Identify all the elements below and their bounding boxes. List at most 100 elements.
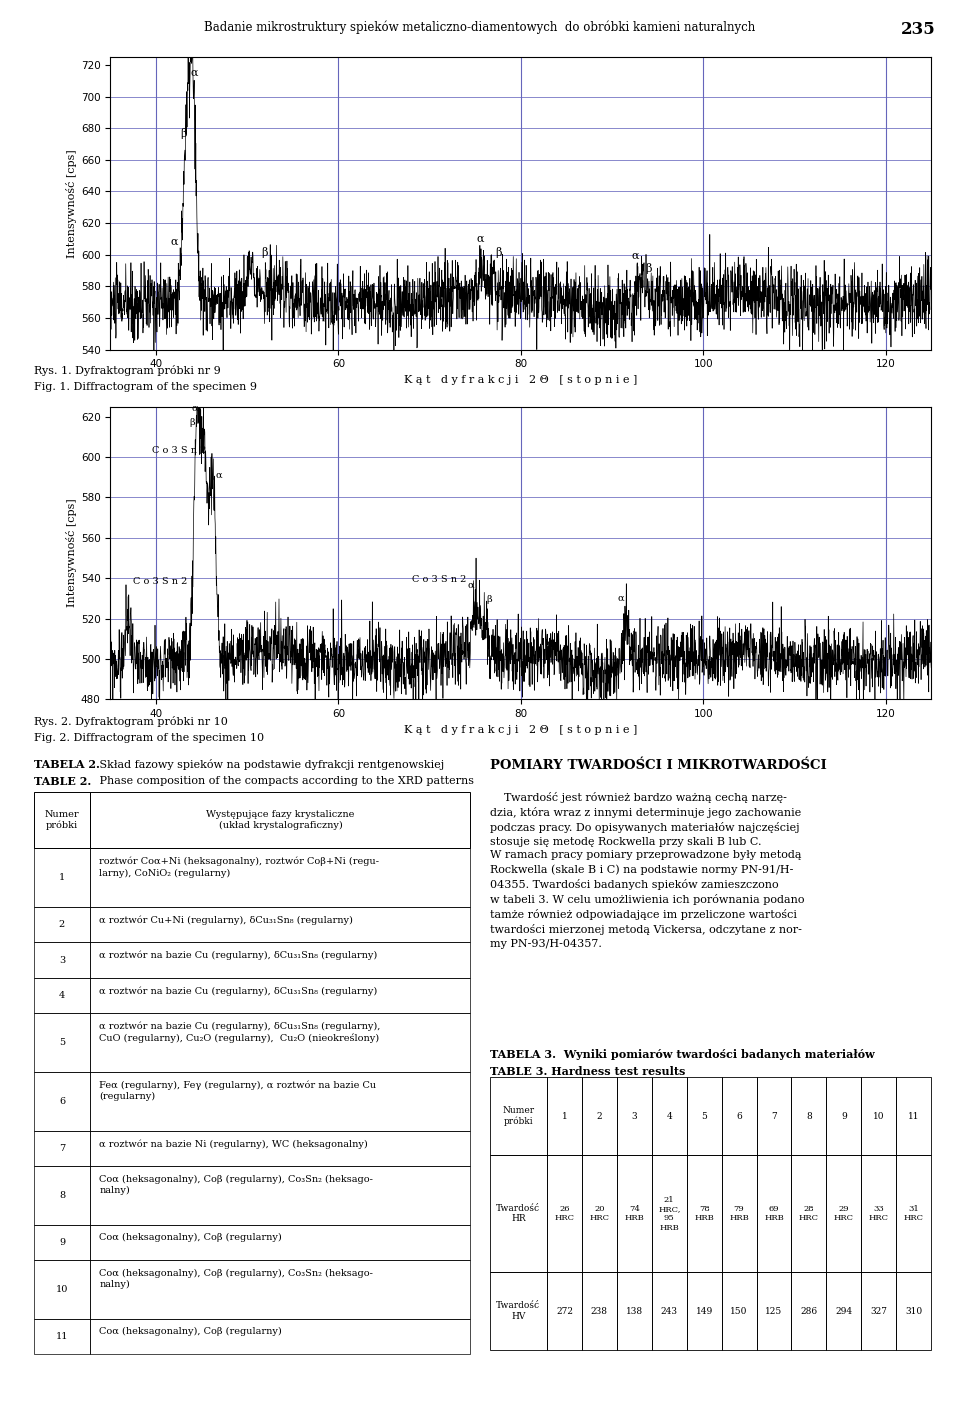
Text: C o 3 S n 2: C o 3 S n 2	[412, 575, 466, 584]
Text: α roztwór na bazie Ni (regularny), WC (heksagonalny): α roztwór na bazie Ni (regularny), WC (h…	[99, 1139, 368, 1149]
Text: 69
HRB: 69 HRB	[764, 1206, 784, 1223]
Text: 235: 235	[901, 20, 936, 37]
Text: TABELA 2.: TABELA 2.	[34, 759, 100, 771]
Bar	[617, 1273, 652, 1350]
Text: 20
HRC: 20 HRC	[589, 1206, 610, 1223]
Text: 3: 3	[59, 956, 65, 965]
Text: α roztwór Cu+Ni (regularny), δCu₃₁Sn₈ (regularny): α roztwór Cu+Ni (regularny), δCu₃₁Sn₈ (r…	[99, 915, 353, 925]
Text: 5: 5	[59, 1039, 65, 1047]
Bar	[90, 848, 470, 908]
Y-axis label: Intensywność [cps]: Intensywność [cps]	[65, 498, 77, 608]
Text: Feα (regularny), Feγ (regularny), α roztwór na bazie Cu
(regularny): Feα (regularny), Feγ (regularny), α rozt…	[99, 1080, 376, 1102]
Text: 10: 10	[873, 1112, 884, 1120]
Text: TABELA 3.: TABELA 3.	[490, 1049, 556, 1060]
Text: 272: 272	[556, 1307, 573, 1316]
Text: Wyniki pomiarów twardości badanych materiałów: Wyniki pomiarów twardości badanych mater…	[560, 1049, 875, 1060]
Bar	[90, 1260, 470, 1319]
Text: 243: 243	[660, 1307, 678, 1316]
Text: β: β	[261, 247, 268, 258]
Text: 4: 4	[666, 1112, 672, 1120]
Bar	[34, 1013, 90, 1072]
Text: Coα (heksagonalny), Coβ (regularny): Coα (heksagonalny), Coβ (regularny)	[99, 1327, 282, 1337]
Bar	[90, 908, 470, 942]
Text: β: β	[180, 128, 186, 140]
Bar	[34, 908, 90, 942]
Bar	[90, 792, 470, 848]
Bar	[791, 1156, 827, 1273]
Text: 3: 3	[632, 1112, 637, 1120]
Text: Badanie mikrostruktury spieków metaliczno-diamentowych  do obróbki kamieni natur: Badanie mikrostruktury spieków metaliczn…	[204, 20, 756, 34]
Text: α roztwór na bazie Cu (regularny), δCu₃₁Sn₈ (regularny): α roztwór na bazie Cu (regularny), δCu₃₁…	[99, 950, 377, 960]
Text: 310: 310	[905, 1307, 923, 1316]
Bar	[686, 1273, 722, 1350]
Bar	[756, 1273, 791, 1350]
Bar	[90, 1224, 470, 1260]
Text: 1: 1	[59, 873, 65, 882]
Bar	[582, 1273, 617, 1350]
Text: 26
HRC: 26 HRC	[555, 1206, 574, 1223]
Text: Fig. 2. Diffractogram of the specimen 10: Fig. 2. Diffractogram of the specimen 10	[34, 733, 264, 743]
Text: 125: 125	[765, 1307, 782, 1316]
Bar	[490, 1273, 547, 1350]
Text: 78
HRB: 78 HRB	[694, 1206, 714, 1223]
Bar	[756, 1077, 791, 1156]
Bar	[652, 1077, 686, 1156]
Bar	[582, 1156, 617, 1273]
Text: 149: 149	[696, 1307, 713, 1316]
Text: Rys. 1. Dyfraktogram próbki nr 9: Rys. 1. Dyfraktogram próbki nr 9	[34, 365, 221, 377]
Text: 6: 6	[59, 1097, 65, 1106]
Text: α: α	[468, 581, 474, 591]
Text: 8: 8	[59, 1192, 65, 1200]
Text: 286: 286	[801, 1307, 818, 1316]
Text: 33
HRC: 33 HRC	[869, 1206, 889, 1223]
Text: α roztwór na bazie Cu (regularny), δCu₃₁Sn₈ (regularny),
CuO (regularny), Cu₂O (: α roztwór na bazie Cu (regularny), δCu₃₁…	[99, 1022, 380, 1043]
Bar	[861, 1156, 897, 1273]
Text: α: α	[171, 237, 178, 247]
Text: Skład fazowy spieków na podstawie dyfrakcji rentgenowskiej: Skład fazowy spieków na podstawie dyfrak…	[96, 759, 444, 771]
Text: 7: 7	[771, 1112, 777, 1120]
Text: 327: 327	[871, 1307, 887, 1316]
Text: α: α	[192, 404, 199, 412]
Bar	[686, 1156, 722, 1273]
Bar	[547, 1273, 582, 1350]
Text: Rys. 2. Dyfraktogram próbki nr 10: Rys. 2. Dyfraktogram próbki nr 10	[34, 716, 228, 728]
Text: 11: 11	[908, 1112, 920, 1120]
Text: TABLE 3. Hardness test results: TABLE 3. Hardness test results	[490, 1066, 685, 1077]
Bar	[90, 1319, 470, 1354]
Text: Numer
próbki: Numer próbki	[45, 811, 80, 831]
Bar	[617, 1077, 652, 1156]
Bar	[582, 1077, 617, 1156]
Text: 2: 2	[596, 1112, 602, 1120]
Bar	[34, 977, 90, 1013]
Text: 28
HRC: 28 HRC	[799, 1206, 819, 1223]
Bar	[490, 1077, 547, 1156]
Text: 294: 294	[835, 1307, 852, 1316]
Bar	[90, 1166, 470, 1224]
Bar	[34, 1319, 90, 1354]
Text: 31
HRC: 31 HRC	[903, 1206, 924, 1223]
X-axis label: K ą t   d y f r a k c j i   2 Θ   [ s t o p n i e ]: K ą t d y f r a k c j i 2 Θ [ s t o p n …	[404, 725, 637, 735]
Text: β: β	[486, 595, 492, 605]
Bar	[897, 1273, 931, 1350]
Text: Coα (heksagonalny), Coβ (regularny): Coα (heksagonalny), Coβ (regularny)	[99, 1233, 282, 1243]
Text: 150: 150	[731, 1307, 748, 1316]
Text: 8: 8	[806, 1112, 812, 1120]
Bar	[34, 848, 90, 908]
Bar	[90, 1072, 470, 1130]
Text: α: α	[215, 471, 222, 479]
Text: Coα (heksagonalny), Coβ (regularny), Co₃Sn₂ (heksago-
nalny): Coα (heksagonalny), Coβ (regularny), Co₃…	[99, 1174, 373, 1194]
Y-axis label: Intensywność [cps]: Intensywność [cps]	[65, 148, 77, 258]
Bar	[34, 1166, 90, 1224]
Bar	[90, 1130, 470, 1166]
Bar	[827, 1077, 861, 1156]
Text: α: α	[618, 594, 624, 602]
Text: 6: 6	[736, 1112, 742, 1120]
Bar	[617, 1156, 652, 1273]
Text: 238: 238	[591, 1307, 608, 1316]
Text: 11: 11	[56, 1333, 68, 1341]
Bar	[756, 1156, 791, 1273]
Text: 4: 4	[59, 992, 65, 1000]
Bar	[827, 1156, 861, 1273]
Text: Numer
próbki: Numer próbki	[502, 1106, 535, 1126]
Bar	[897, 1156, 931, 1273]
